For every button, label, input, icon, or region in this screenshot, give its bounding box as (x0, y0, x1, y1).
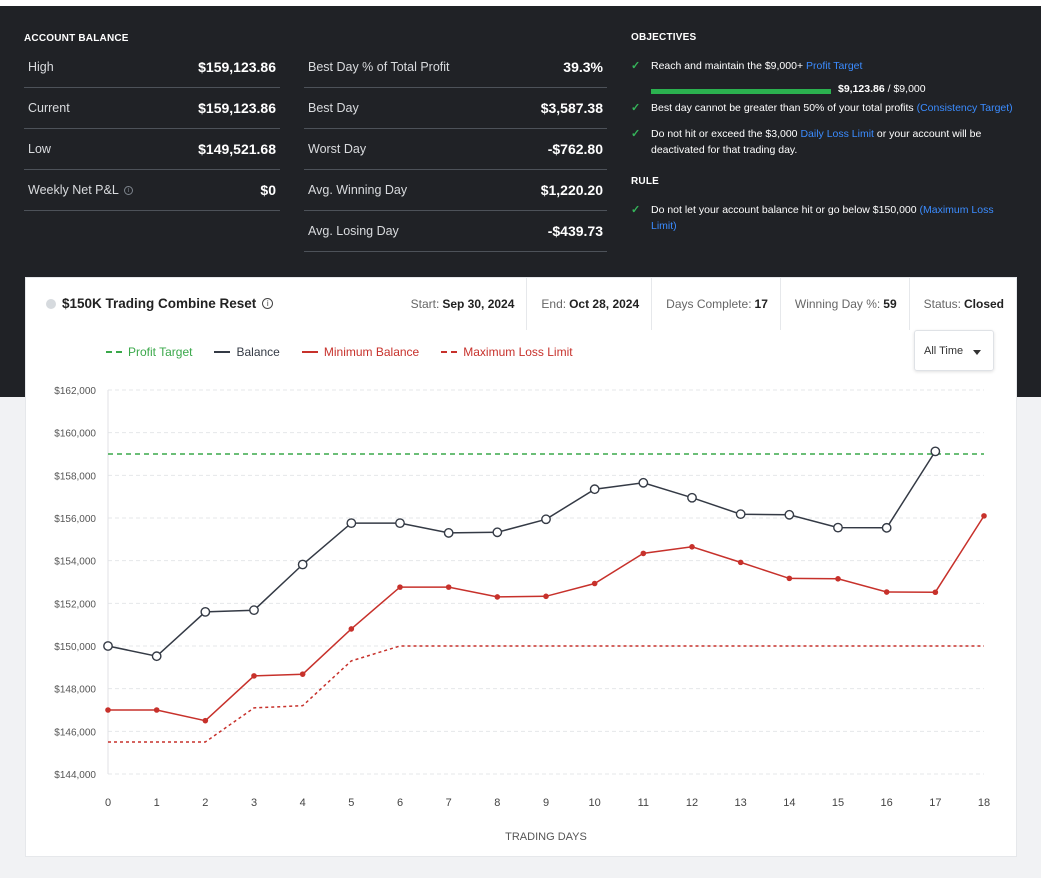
objective-text-main: Do not hit or exceed the $3,000 (651, 128, 801, 140)
account-balance-title: ACCOUNT BALANCE (24, 33, 129, 44)
check-icon: ✓ (631, 102, 641, 114)
objective-text: Do not hit or exceed the $3,000 Daily Lo… (651, 126, 1001, 158)
stat-value: $159,123.86 (198, 59, 276, 75)
profit-target-progress-bar (651, 89, 831, 94)
rule-title: RULE (631, 176, 660, 187)
stat-value: 17 (754, 297, 768, 311)
objective-text-main: Best day cannot be greater than 50% of y… (651, 102, 917, 114)
stat-label: Winning Day %: (794, 297, 881, 311)
legend-swatch (214, 351, 231, 353)
stat-label: Best Day % of Total Profit (308, 60, 450, 74)
legend-minimum-balance[interactable]: Minimum Balance (301, 345, 420, 359)
rule-text: Do not let your account balance hit or g… (651, 202, 1001, 234)
info-icon[interactable]: i (123, 186, 133, 196)
stat-status: Status: Closed (908, 278, 1016, 330)
daily-loss-limit-link[interactable]: Daily Loss Limit (800, 128, 874, 140)
profit-target-progress-value: $9,123.86 / $9,000 (838, 83, 926, 95)
card-title: $150K Trading Combine Reset i (46, 296, 274, 311)
objective-text-after: or your account will be deactivated for … (651, 128, 982, 156)
objective-profit-target: ✓ Reach and maintain the $9,000+ Profit … (631, 58, 1016, 74)
stat-row-avg-losing: Avg. Losing Day -$439.73 (304, 211, 607, 252)
stat-label: Current (28, 101, 70, 115)
legend-swatch (441, 351, 458, 353)
check-icon: ✓ (631, 128, 641, 140)
combine-chart-card: $150K Trading Combine Reset i Start: Sep … (25, 277, 1017, 857)
stat-value: Sep 30, 2024 (442, 297, 515, 311)
legend-label: Profit Target (128, 345, 193, 359)
stat-end: End: Oct 28, 2024 (526, 278, 651, 330)
stat-days-complete: Days Complete: 17 (651, 278, 780, 330)
stat-row-weekly-pnl: Weekly Net P&L i $0 (24, 170, 280, 211)
objective-text-main: Reach and maintain the $9,000+ (651, 60, 806, 72)
stat-row-current: Current $159,123.86 (24, 88, 280, 129)
objective-text: Best day cannot be greater than 50% of y… (651, 100, 1016, 116)
stat-row-best-day: Best Day $3,587.38 (304, 88, 607, 129)
legend-swatch (106, 351, 122, 353)
legend-balance[interactable]: Balance (214, 345, 280, 359)
stat-row-best-day-pct: Best Day % of Total Profit 39.3% (304, 47, 607, 88)
stat-value: 59 (883, 297, 897, 311)
stat-value: $0 (260, 182, 276, 198)
progress-current: $9,123.86 (838, 83, 885, 95)
legend-label: Balance (236, 345, 280, 359)
objective-daily-loss: ✓ Do not hit or exceed the $3,000 Daily … (631, 126, 1001, 158)
stat-value: $3,587.38 (540, 100, 603, 116)
legend-label: Maximum Loss Limit (463, 345, 573, 359)
info-icon[interactable]: i (262, 298, 274, 309)
stat-label: Avg. Losing Day (308, 224, 399, 238)
time-range-dropdown[interactable]: All Time (914, 330, 994, 371)
stat-value: -$439.73 (547, 223, 603, 239)
stat-label: Days Complete: (666, 297, 752, 311)
chevron-down-icon (973, 350, 981, 355)
status-dot (46, 298, 56, 309)
stat-row-avg-winning: Avg. Winning Day $1,220.20 (304, 170, 607, 211)
profit-target-link[interactable]: Profit Target (806, 60, 863, 72)
stat-winning-day-pct: Winning Day %: 59 (779, 278, 909, 330)
stat-value: Oct 28, 2024 (569, 297, 640, 311)
stat-label: Weekly Net P&L i (28, 183, 133, 197)
stat-value: Closed (963, 297, 1004, 311)
stat-label: Status: (923, 297, 961, 311)
check-icon: ✓ (631, 204, 641, 216)
stat-row-high: High $159,123.86 (24, 47, 280, 88)
chart-legend: Profit Target Balance Minimum Balance Ma… (106, 345, 595, 359)
stat-label: Best Day (308, 101, 359, 115)
stat-label-text: Weekly Net P&L (28, 183, 119, 197)
check-icon: ✓ (631, 60, 641, 72)
stat-label: Worst Day (308, 142, 367, 156)
stat-label: End: (541, 297, 567, 311)
stat-value: -$762.80 (547, 141, 603, 157)
stat-value: $1,220.20 (540, 182, 603, 198)
objective-consistency: ✓ Best day cannot be greater than 50% of… (631, 100, 1016, 116)
legend-profit-target[interactable]: Profit Target (106, 345, 192, 359)
stat-value: 39.3% (563, 59, 603, 75)
objective-text: Reach and maintain the $9,000+ Profit Ta… (651, 58, 1016, 74)
stat-row-worst-day: Worst Day -$762.80 (304, 129, 607, 170)
legend-label: Minimum Balance (323, 345, 420, 359)
objectives-title: OBJECTIVES (631, 32, 697, 43)
consistency-target-link[interactable]: (Consistency Target) (916, 102, 1013, 114)
stat-value: $159,123.86 (198, 100, 276, 116)
card-stats: Start: Sep 30, 2024 End: Oct 28, 2024 Days… (397, 278, 1016, 330)
stat-row-low: Low $149,521.68 (24, 129, 280, 170)
legend-swatch (301, 351, 318, 353)
stat-start: Start: Sep 30, 2024 (397, 278, 527, 330)
progress-target: / $9,000 (884, 83, 926, 95)
stat-label: High (28, 60, 54, 74)
stat-value: $149,521.68 (198, 141, 276, 157)
top-strip (0, 0, 1041, 6)
card-title-text: $150K Trading Combine Reset (62, 296, 257, 311)
stat-label: Avg. Winning Day (308, 183, 408, 197)
stat-label: Low (28, 142, 51, 156)
max-loss-limit-link[interactable]: (Maximum Loss Limit) (651, 204, 994, 232)
stat-label: Start: (410, 297, 440, 311)
rule-max-loss: ✓ Do not let your account balance hit or… (631, 202, 1001, 234)
rule-text-main: Do not let your account balance hit or g… (651, 204, 920, 216)
legend-max-loss-limit[interactable]: Maximum Loss Limit (441, 345, 573, 359)
time-range-value: All Time (924, 344, 964, 357)
